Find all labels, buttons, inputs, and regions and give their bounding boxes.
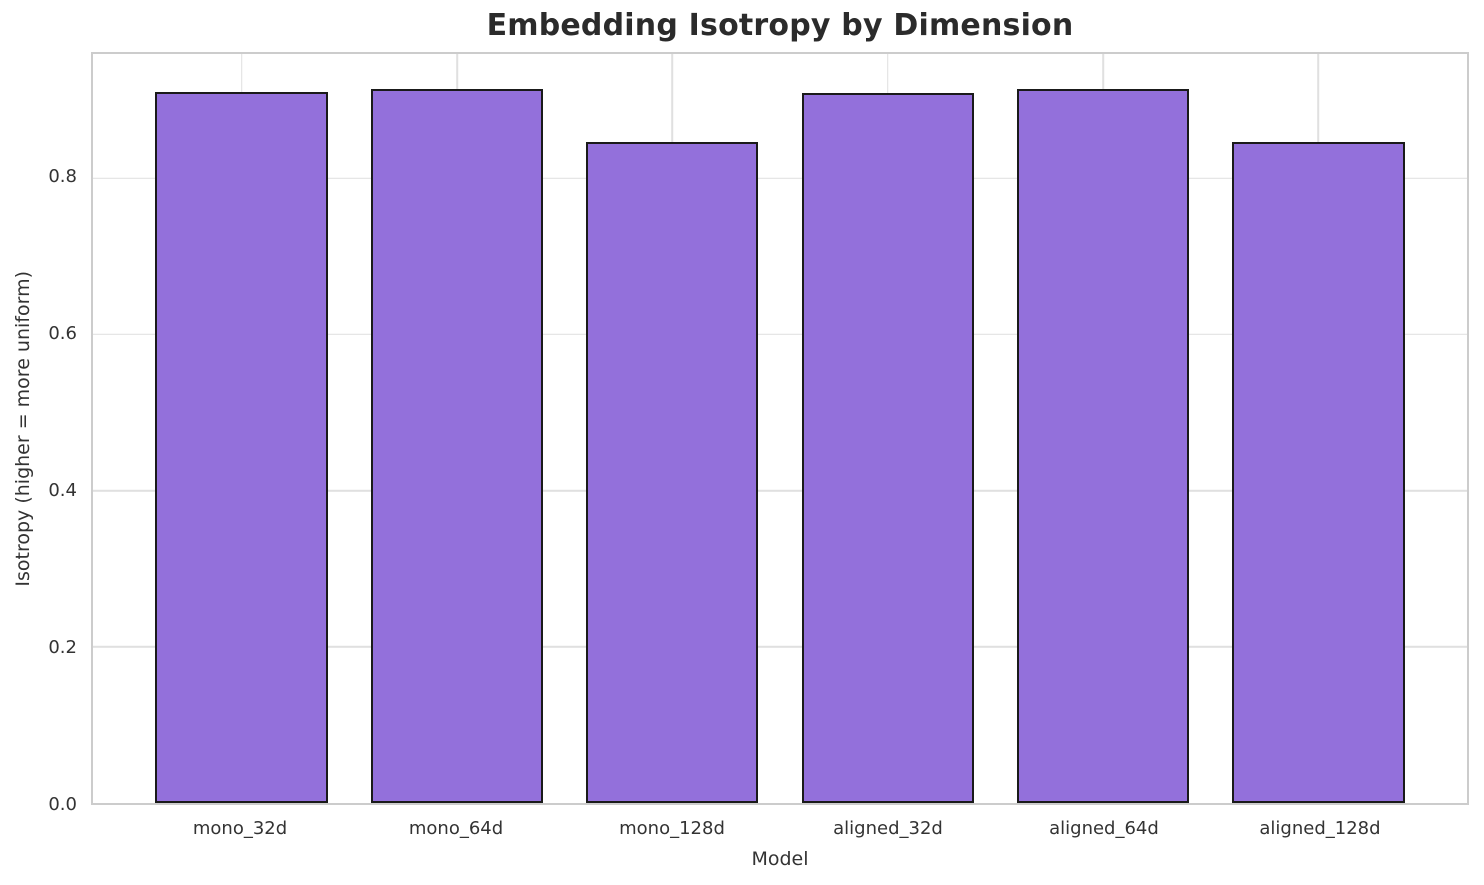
- y-tick-label: 0.4: [48, 479, 77, 501]
- x-axis-label: Model: [751, 848, 809, 870]
- y-tick-label: 0.2: [48, 636, 77, 658]
- bar-mono_64d: [370, 89, 544, 803]
- gridline-horizontal: [93, 489, 1467, 492]
- y-tick-label: 0.0: [48, 794, 77, 815]
- gridline-horizontal: [93, 177, 1467, 179]
- bar-aligned_64d: [1016, 89, 1190, 803]
- x-tick-label-mono_64d: mono_64d: [408, 818, 504, 839]
- gridline-horizontal: [93, 333, 1467, 336]
- y-tick-labels: 0.0 0.2 0.4 0.6 0.8: [0, 52, 85, 813]
- y-tick-label: 0.6: [48, 322, 77, 344]
- bar-aligned_32d: [801, 93, 974, 803]
- x-tick-label-mono_128d: mono_128d: [619, 818, 725, 839]
- chart-title: Embedding Isotropy by Dimension: [486, 8, 1074, 43]
- bar-aligned_128d: [1232, 142, 1405, 803]
- x-tick-label-mono_32d: mono_32d: [192, 818, 288, 839]
- bar-mono_128d: [586, 142, 759, 803]
- y-tick-label: 0.8: [48, 165, 77, 187]
- bar-mono_32d: [155, 92, 328, 803]
- x-tick-labels: mono_32d mono_64d mono_128d aligned_32d alig…: [91, 818, 1469, 844]
- plot-area: [91, 52, 1469, 805]
- gridline-horizontal: [93, 646, 1467, 648]
- x-tick-label-aligned_64d: aligned_64d: [1049, 818, 1159, 839]
- x-tick-label-aligned_128d: aligned_128d: [1259, 818, 1381, 839]
- x-tick-label-aligned_32d: aligned_32d: [833, 818, 943, 839]
